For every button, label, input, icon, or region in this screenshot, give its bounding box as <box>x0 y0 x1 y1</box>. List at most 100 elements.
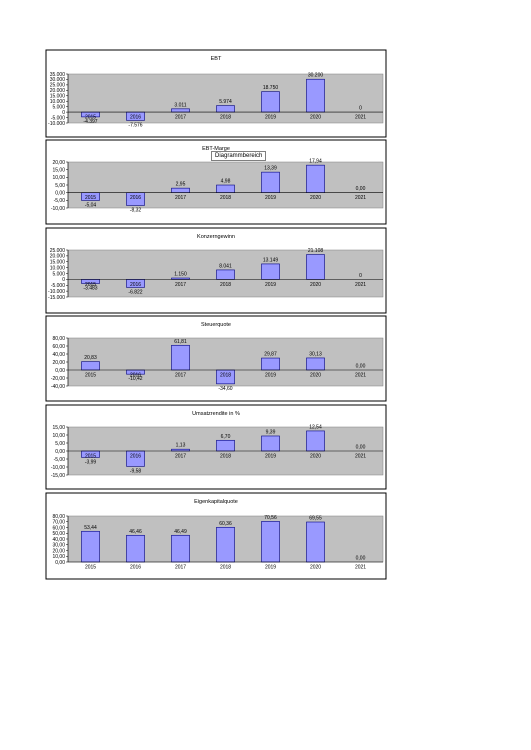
y-tick-label: 80,00 <box>52 336 65 342</box>
bar <box>261 521 280 563</box>
data-label: -10,42 <box>128 376 142 382</box>
y-tick-label: 0 <box>62 110 65 116</box>
data-label: -4.397 <box>83 119 97 125</box>
x-tick-label: 2018 <box>220 115 231 121</box>
y-tick-label: 0,00 <box>55 560 65 566</box>
data-label: -7.576 <box>128 122 142 128</box>
y-tick-label: 70,00 <box>52 520 65 526</box>
bar <box>261 263 280 280</box>
x-tick-label: 2020 <box>310 454 321 460</box>
bar <box>216 105 235 113</box>
y-tick-label: 0,00 <box>55 190 65 196</box>
plot-area <box>67 73 384 124</box>
x-tick-label: 2019 <box>265 565 276 571</box>
bar <box>171 108 190 113</box>
x-tick-label: 2016 <box>130 373 141 379</box>
y-tick-label: 10,00 <box>52 175 65 181</box>
data-label: -5,04 <box>85 202 97 208</box>
y-tick-label: 40,00 <box>52 352 65 358</box>
y-tick-label: 15,00 <box>52 167 65 173</box>
data-label: 1.150 <box>174 272 187 278</box>
bar <box>306 521 325 563</box>
x-tick-label: 2015 <box>85 373 96 379</box>
y-tick-label: 5,00 <box>55 183 65 189</box>
x-tick-label: 2017 <box>175 373 186 379</box>
chart-title: Umsatzrendite in % <box>192 411 240 417</box>
y-tick-label: 10.000 <box>50 99 66 105</box>
chart-title: Konzerngewinn <box>197 234 235 240</box>
data-label: 5.974 <box>219 99 232 105</box>
x-tick-label: 2021 <box>355 565 366 571</box>
y-tick-label: 20.000 <box>50 254 66 260</box>
bar <box>216 184 235 193</box>
y-tick-label: 0,00 <box>55 368 65 374</box>
x-tick-label: 2019 <box>265 373 276 379</box>
bar <box>171 344 190 371</box>
x-tick-label: 2018 <box>220 565 231 571</box>
x-tick-label: 2015 <box>85 115 96 121</box>
x-tick-label: 2016 <box>130 454 141 460</box>
x-tick-label: 2020 <box>310 282 321 288</box>
x-tick-label: 2017 <box>175 565 186 571</box>
x-tick-label: 2016 <box>130 565 141 571</box>
chart-title: EBT <box>211 56 222 62</box>
data-label: -9,58 <box>130 468 142 474</box>
data-label: -3.483 <box>83 285 97 291</box>
data-label: 30,13 <box>309 351 322 357</box>
y-tick-label: -5,00 <box>54 457 66 463</box>
data-label: 18.750 <box>263 85 279 91</box>
chart-4: Steuerquote 80,00 60,00 40,00 20,00 0,00 -20,0… <box>45 315 387 402</box>
chart-area-tooltip: Diagrammbereich <box>211 151 267 161</box>
x-tick-label: 2015 <box>85 282 96 288</box>
y-tick-label: 5.000 <box>52 271 65 277</box>
x-tick-label: 2019 <box>265 282 276 288</box>
data-label: 60,36 <box>219 521 232 527</box>
chart-1: EBT35.00030.00025.00020.00015.00010.0005… <box>45 49 387 138</box>
data-label: 30.200 <box>308 73 324 79</box>
y-tick-label: 0,00 <box>55 449 65 455</box>
bar <box>306 254 325 280</box>
data-label: 12,54 <box>309 424 322 430</box>
data-label: 6,70 <box>221 434 231 440</box>
x-tick-label: 2020 <box>310 195 321 201</box>
bar <box>216 526 235 563</box>
y-tick-label: -10,00 <box>51 465 65 471</box>
y-tick-label: 25.000 <box>50 248 66 254</box>
chart-3: Konzerngewinn 25.00020.00015.00010.0005.0… <box>45 227 387 314</box>
data-label: 9,39 <box>266 429 276 435</box>
x-tick-label: 2017 <box>175 195 186 201</box>
data-label: 0 <box>359 106 362 112</box>
y-tick-label: 40,00 <box>52 537 65 543</box>
y-tick-label: 15.000 <box>50 94 66 100</box>
x-tick-label: 2021 <box>355 454 366 460</box>
bar <box>306 357 325 371</box>
bar <box>126 534 145 563</box>
y-tick-label: -15.000 <box>48 295 65 301</box>
y-tick-label: 20,00 <box>52 160 65 166</box>
x-tick-label: 2021 <box>355 373 366 379</box>
y-tick-label: -5.000 <box>51 283 65 289</box>
data-label: -3,99 <box>85 459 97 465</box>
x-tick-label: 2016 <box>130 282 141 288</box>
data-label: 53,44 <box>84 525 97 531</box>
y-tick-label: 5.000 <box>52 104 65 110</box>
data-label: 2,95 <box>176 182 186 188</box>
x-tick-label: 2018 <box>220 282 231 288</box>
data-label: 3.011 <box>174 102 186 108</box>
y-tick-label: -10,00 <box>51 206 65 212</box>
x-tick-label: 2020 <box>310 373 321 379</box>
data-label: -8,32 <box>130 207 142 213</box>
y-tick-label: 15.000 <box>50 260 66 266</box>
x-tick-label: 2021 <box>355 282 366 288</box>
y-tick-label: 35.000 <box>50 72 66 78</box>
y-tick-label: 30.000 <box>50 77 66 83</box>
y-tick-label: -40,00 <box>51 384 65 390</box>
y-tick-label: 80,00 <box>52 514 65 520</box>
y-tick-label: -5,00 <box>54 198 66 204</box>
y-tick-label: 30,00 <box>52 543 65 549</box>
y-tick-label: -10.000 <box>48 289 65 295</box>
x-tick-label: 2018 <box>220 195 231 201</box>
x-tick-label: 2018 <box>220 373 231 379</box>
x-tick-label: 2021 <box>355 195 366 201</box>
